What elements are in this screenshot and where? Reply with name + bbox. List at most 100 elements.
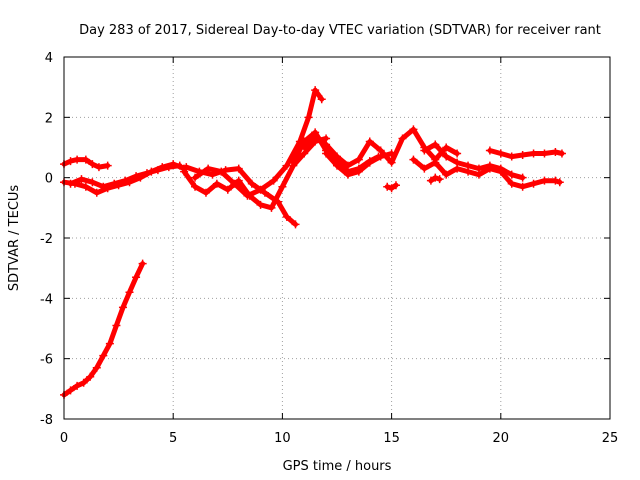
series-11 — [383, 181, 400, 193]
series-14 — [485, 146, 566, 161]
data-point — [153, 166, 162, 175]
series-trace — [183, 164, 298, 227]
data-point — [387, 149, 396, 158]
data-point — [132, 172, 141, 181]
data-point — [431, 158, 440, 167]
data-point — [142, 169, 151, 178]
data-point — [485, 161, 494, 170]
data-point — [529, 179, 538, 188]
data-point — [365, 158, 374, 167]
data-point — [81, 182, 90, 191]
series-12 — [409, 155, 564, 191]
series-3 — [66, 161, 184, 191]
data-point — [105, 339, 114, 348]
data-point — [212, 179, 221, 188]
data-point — [333, 161, 341, 170]
data-point — [88, 178, 97, 187]
data-point — [442, 170, 451, 179]
data-point — [383, 182, 392, 191]
data-point — [110, 179, 119, 188]
data-point — [138, 259, 147, 268]
y-tick-label: 2 — [45, 111, 53, 126]
data-point — [274, 197, 283, 206]
data-point — [551, 176, 560, 185]
x-tick-label: 10 — [274, 431, 291, 446]
data-point — [182, 163, 191, 172]
data-point — [256, 185, 265, 194]
series-15 — [426, 173, 444, 185]
y-tick-label: -2 — [40, 232, 53, 247]
series-trace — [61, 261, 146, 398]
series-trace — [181, 135, 329, 211]
y-tick-label: 4 — [45, 51, 53, 66]
x-tick-label: 25 — [602, 431, 619, 446]
data-point — [278, 182, 287, 191]
data-point — [442, 143, 451, 152]
data-point — [282, 212, 291, 221]
data-point — [311, 86, 320, 95]
data-point — [260, 188, 269, 197]
data-point — [77, 175, 86, 184]
data-point — [365, 137, 374, 146]
data-point — [132, 273, 141, 282]
y-tick-label: -4 — [40, 292, 53, 307]
data-point — [376, 152, 385, 161]
data-point — [496, 149, 505, 158]
data-point — [103, 161, 112, 170]
data-point — [99, 351, 108, 360]
data-point — [431, 140, 440, 149]
y-tick-label: 0 — [45, 172, 53, 187]
data-point — [289, 158, 298, 167]
data-point — [496, 164, 505, 173]
data-point — [540, 149, 549, 158]
data-point — [343, 170, 352, 179]
data-point — [317, 95, 326, 104]
x-tick-label: 0 — [60, 431, 68, 446]
data-point — [217, 167, 226, 176]
data-point — [426, 176, 435, 185]
data-point — [73, 381, 82, 390]
data-point — [125, 288, 134, 297]
series-10 — [322, 149, 396, 179]
data-point — [409, 125, 418, 134]
grid — [64, 57, 610, 419]
y-tick-label: -8 — [40, 413, 53, 428]
data-point — [551, 148, 560, 157]
data-point — [555, 178, 564, 187]
x-tick-label: 15 — [383, 431, 400, 446]
series-13 — [420, 140, 527, 182]
data-point — [464, 161, 473, 170]
data-point — [94, 163, 103, 172]
series-6 — [182, 163, 300, 229]
data-point — [354, 167, 363, 176]
x-tick-label: 5 — [169, 431, 177, 446]
data-point — [474, 164, 483, 173]
data-point — [223, 185, 232, 194]
series-1 — [60, 155, 112, 172]
data-point — [234, 164, 243, 173]
data-point — [92, 188, 101, 197]
data-point — [398, 134, 407, 143]
y-axis-label: SDTVAR / TECUs — [7, 185, 22, 292]
data-point — [230, 179, 239, 188]
data-point — [267, 203, 276, 212]
x-axis-label: GPS time / hours — [283, 459, 392, 474]
data-point — [518, 151, 527, 160]
data-point — [540, 176, 549, 185]
x-tick-label: 20 — [493, 431, 510, 446]
data-point — [112, 321, 121, 330]
series-7 — [191, 86, 326, 200]
data-point — [420, 164, 429, 173]
data-point — [118, 303, 127, 312]
data-point — [99, 182, 108, 191]
data-point — [557, 149, 566, 158]
data-point — [387, 158, 396, 167]
data-point — [529, 149, 538, 158]
data-point — [387, 184, 396, 193]
data-point — [291, 220, 300, 229]
data-point — [518, 182, 527, 191]
data-point — [191, 173, 200, 182]
data-point — [518, 173, 527, 182]
data-series — [60, 86, 566, 399]
